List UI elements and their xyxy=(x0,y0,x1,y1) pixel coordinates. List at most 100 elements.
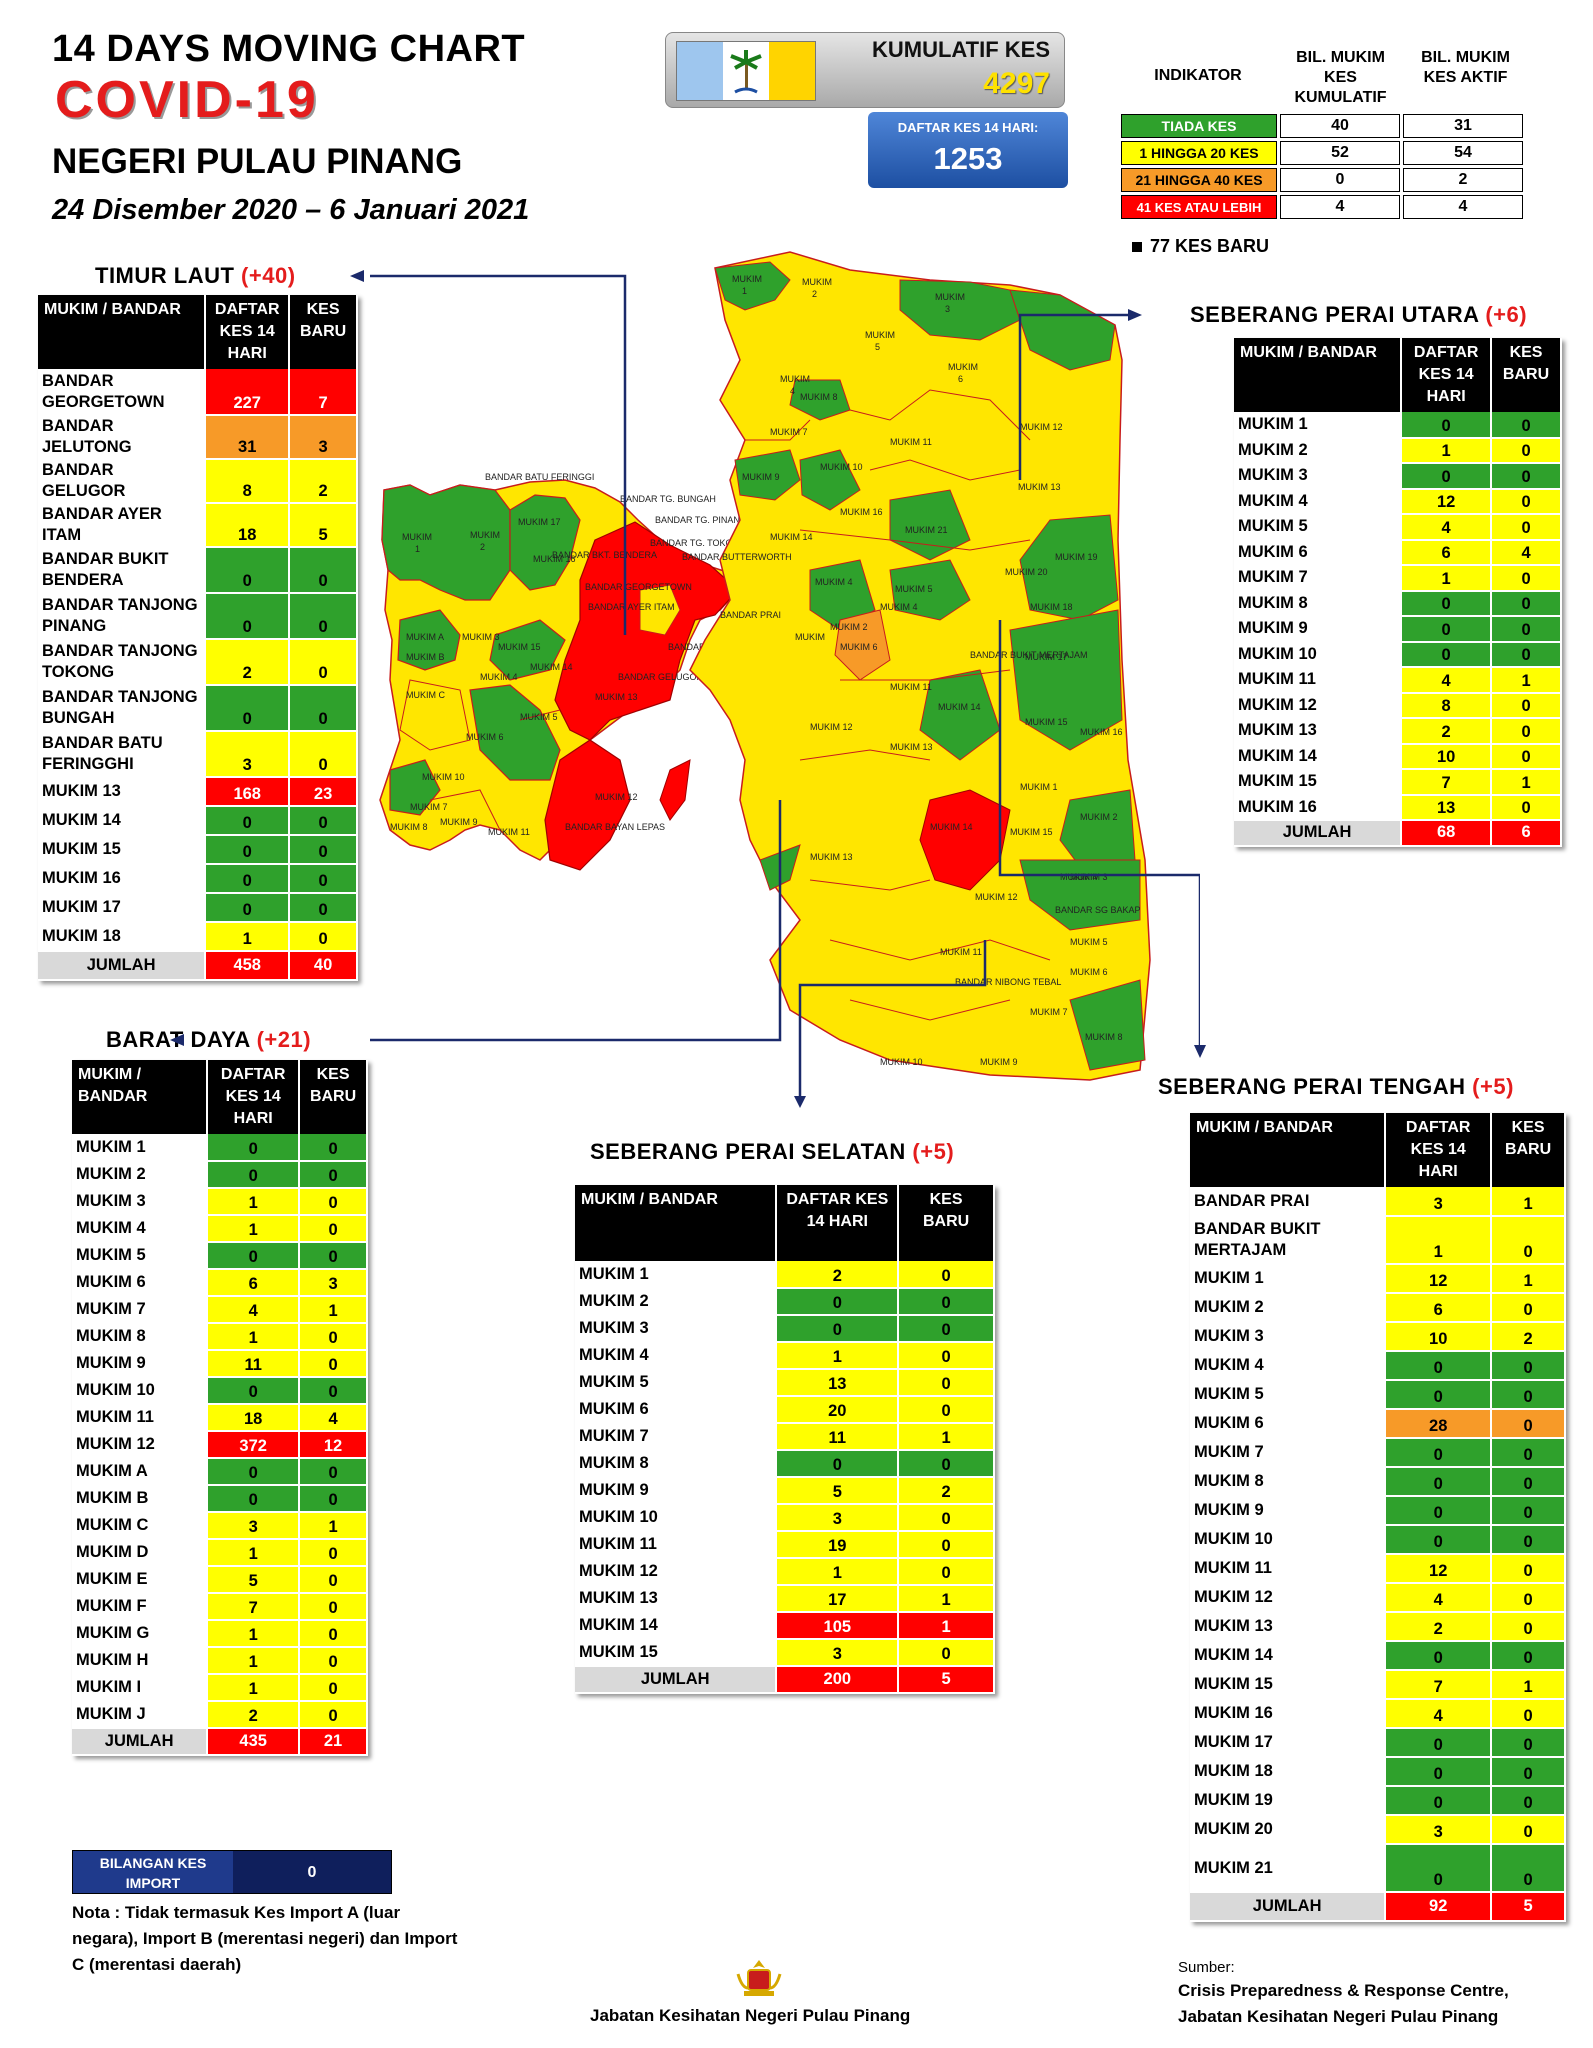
svg-text:MUKIM 15: MUKIM 15 xyxy=(1010,827,1053,837)
col-header-kes-baru: KES BARU xyxy=(1491,1113,1566,1187)
svg-text:MUKIM 10: MUKIM 10 xyxy=(820,462,863,472)
col-header-kes-baru: KES BARU xyxy=(299,1060,368,1134)
row-kes-baru: 0 xyxy=(1491,1728,1566,1758)
row-kes-baru: 1 xyxy=(1491,1187,1566,1217)
svg-text:MUKIM 7: MUKIM 7 xyxy=(410,802,448,812)
sps-plus: (+5) xyxy=(912,1139,955,1164)
row-label: MUKIM 16 xyxy=(1190,1699,1387,1729)
row-daftar: 372 xyxy=(207,1431,301,1459)
table-row: MUKIM 3 10 2 xyxy=(1190,1322,1566,1352)
row-label: MUKIM H xyxy=(72,1647,209,1675)
row-kes-baru: 1 xyxy=(1491,1264,1566,1294)
row-label: MUKIM 2 xyxy=(1234,437,1403,464)
row-daftar: 12 xyxy=(1385,1554,1493,1584)
table-total-row: JUMLAH 435 21 xyxy=(72,1728,368,1756)
svg-text:MUKIM 12: MUKIM 12 xyxy=(975,892,1018,902)
row-daftar: 4 xyxy=(1385,1583,1493,1613)
malaysia-crest-icon xyxy=(736,1960,782,1996)
row-kes-baru: 0 xyxy=(1491,743,1562,770)
row-label: MUKIM 1 xyxy=(72,1134,209,1162)
indikator-row: TIADA KES 40 31 xyxy=(1121,114,1523,138)
svg-text:MUKIM 2: MUKIM 2 xyxy=(1080,812,1118,822)
row-daftar: 0 xyxy=(1385,1496,1493,1526)
row-daftar: 3 xyxy=(207,1512,301,1540)
row-label: MUKIM 14 xyxy=(1234,743,1403,770)
row-label: MUKIM 9 xyxy=(1190,1496,1387,1526)
svg-text:MUKIM: MUKIM xyxy=(795,632,825,642)
row-daftar: 18 xyxy=(205,503,291,548)
indikator-row: 21 HINGGA 40 KES 0 2 xyxy=(1121,168,1523,192)
row-label: BANDAR TANJONG PINANG xyxy=(38,593,207,640)
row-daftar: 0 xyxy=(1401,590,1493,617)
row-kes-baru: 0 xyxy=(1491,718,1562,745)
arrow-timur-laut xyxy=(350,270,364,282)
row-label: MUKIM 5 xyxy=(1190,1380,1387,1410)
row-label: MUKIM F xyxy=(72,1593,209,1621)
svg-text:MUKIM 13: MUKIM 13 xyxy=(810,852,853,862)
row-daftar: 2 xyxy=(205,639,291,686)
row-kes-baru: 0 xyxy=(289,893,358,923)
row-daftar: 0 xyxy=(1385,1438,1493,1468)
date-range: 24 Disember 2020 – 6 Januari 2021 xyxy=(52,194,530,226)
chart-title: 14 DAYS MOVING CHART xyxy=(52,28,526,70)
row-daftar: 3 xyxy=(205,731,291,778)
map-label-tg-bungah: BANDAR TG. BUNGAH xyxy=(620,494,716,504)
row-label: MUKIM 6 xyxy=(575,1396,778,1424)
col-header-mukim: MUKIM / BANDAR xyxy=(1190,1113,1387,1187)
total-daftar: 200 xyxy=(776,1666,900,1694)
row-daftar: 0 xyxy=(207,1485,301,1513)
total-kes-baru: 5 xyxy=(898,1666,995,1694)
row-daftar: 0 xyxy=(1401,463,1493,490)
table-row: MUKIM 16 4 0 xyxy=(1190,1699,1566,1729)
svg-text:MUKIM 17: MUKIM 17 xyxy=(1025,652,1068,662)
table-row: MUKIM 14 0 0 xyxy=(1190,1641,1566,1671)
table-row: MUKIM 15 7 1 xyxy=(1234,769,1562,796)
row-kes-baru: 0 xyxy=(299,1350,368,1378)
row-kes-baru: 4 xyxy=(299,1404,368,1432)
col-header-kes-baru: KES BARU xyxy=(289,295,358,369)
svg-text:MUKIM 5: MUKIM 5 xyxy=(1070,937,1108,947)
bil-aktif-header: BIL. MUKIM KES AKTIF xyxy=(1421,49,1510,86)
table-row: MUKIM 12 1 0 xyxy=(575,1558,995,1586)
row-label: MUKIM 13 xyxy=(1234,718,1403,745)
table-row: MUKIM 19 0 0 xyxy=(1190,1786,1566,1816)
import-box: BILANGAN KES IMPORT 0 xyxy=(72,1850,392,1894)
row-daftar: 7 xyxy=(1401,769,1493,796)
svg-text:MUKIM 19: MUKIM 19 xyxy=(1055,552,1098,562)
svg-text:MUKIM 8: MUKIM 8 xyxy=(390,822,428,832)
row-label: BANDAR TANJONG TOKONG xyxy=(38,639,207,686)
row-daftar: 1 xyxy=(207,1674,301,1702)
row-kes-baru: 0 xyxy=(299,1323,368,1351)
row-daftar: 7 xyxy=(1385,1670,1493,1700)
row-kes-baru: 1 xyxy=(299,1296,368,1324)
row-daftar: 13 xyxy=(776,1369,900,1397)
table-row: MUKIM 15 0 0 xyxy=(38,835,358,865)
daftar-box: DAFTAR KES 14 HARI: 1253 xyxy=(868,112,1068,188)
kes-baru-text: 77 KES BARU xyxy=(1150,236,1270,256)
row-kes-baru: 0 xyxy=(1491,1641,1566,1671)
map-label-tg-pinang: BANDAR TG. PINANG xyxy=(655,515,747,525)
row-daftar: 0 xyxy=(205,547,291,594)
row-label: MUKIM 12 xyxy=(575,1558,778,1586)
table-row: MUKIM 20 3 0 xyxy=(1190,1815,1566,1845)
indikator-header: INDIKATOR xyxy=(1154,67,1242,84)
row-daftar: 4 xyxy=(1385,1699,1493,1729)
row-kes-baru: 0 xyxy=(289,806,358,836)
svg-text:MUKIM 14: MUKIM 14 xyxy=(930,822,973,832)
row-label: MUKIM 12 xyxy=(1234,692,1403,719)
total-daftar: 458 xyxy=(205,951,291,981)
row-label: MUKIM 6 xyxy=(72,1269,209,1297)
row-kes-baru: 0 xyxy=(299,1674,368,1702)
spu-plus: (+6) xyxy=(1485,302,1528,327)
row-kes-baru: 1 xyxy=(898,1423,995,1451)
